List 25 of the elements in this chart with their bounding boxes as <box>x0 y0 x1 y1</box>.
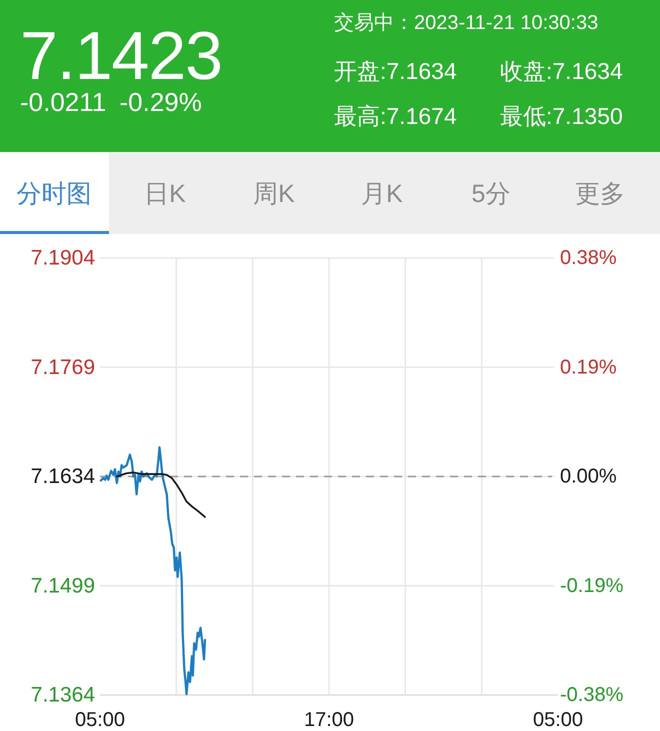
low-price: 最低:7.1350 <box>500 103 623 129</box>
y2-tick-label: -0.38% <box>560 684 624 706</box>
open-price: 开盘:7.1634 <box>334 58 457 84</box>
close-price: 收盘:7.1634 <box>500 58 623 84</box>
x-tick-label: 05:00 <box>532 709 584 731</box>
y-tick-label: 7.1634 <box>30 465 96 488</box>
y-tick-label: 7.1769 <box>30 356 95 379</box>
y2-tick-label: 0.00% <box>560 466 617 488</box>
y2-tick-label: 0.19% <box>560 356 617 378</box>
header: 7.1423 -0.0211 -0.29% 交易中：2023-11-21 10:30:33 开盘:7.1634 收盘:7.1634 最高:7.1674 最低:7.1350 <box>0 0 660 152</box>
y-tick-label: 7.1499 <box>30 574 95 598</box>
high-price: 最高:7.1674 <box>334 103 457 129</box>
tab-label: 更多 <box>575 180 625 208</box>
tab-label: 周K <box>253 180 295 208</box>
y2-tick-label: -0.19% <box>560 574 624 597</box>
tab-selected: 分时图 <box>0 152 109 234</box>
y2-tick-label: 0.38% <box>560 247 617 269</box>
tab-label: 月K <box>361 180 403 208</box>
status: 交易中：2023-11-21 10:30:33 <box>334 12 598 34</box>
x-tick-label: 05:00 <box>74 709 126 731</box>
y-tick-label: 7.1904 <box>30 246 96 270</box>
tab-label: 日K <box>144 180 186 208</box>
tab-label: 5分 <box>472 180 510 208</box>
y-tick-label: 7.1364 <box>30 684 96 706</box>
x-tick-label: 17:00 <box>304 709 354 731</box>
